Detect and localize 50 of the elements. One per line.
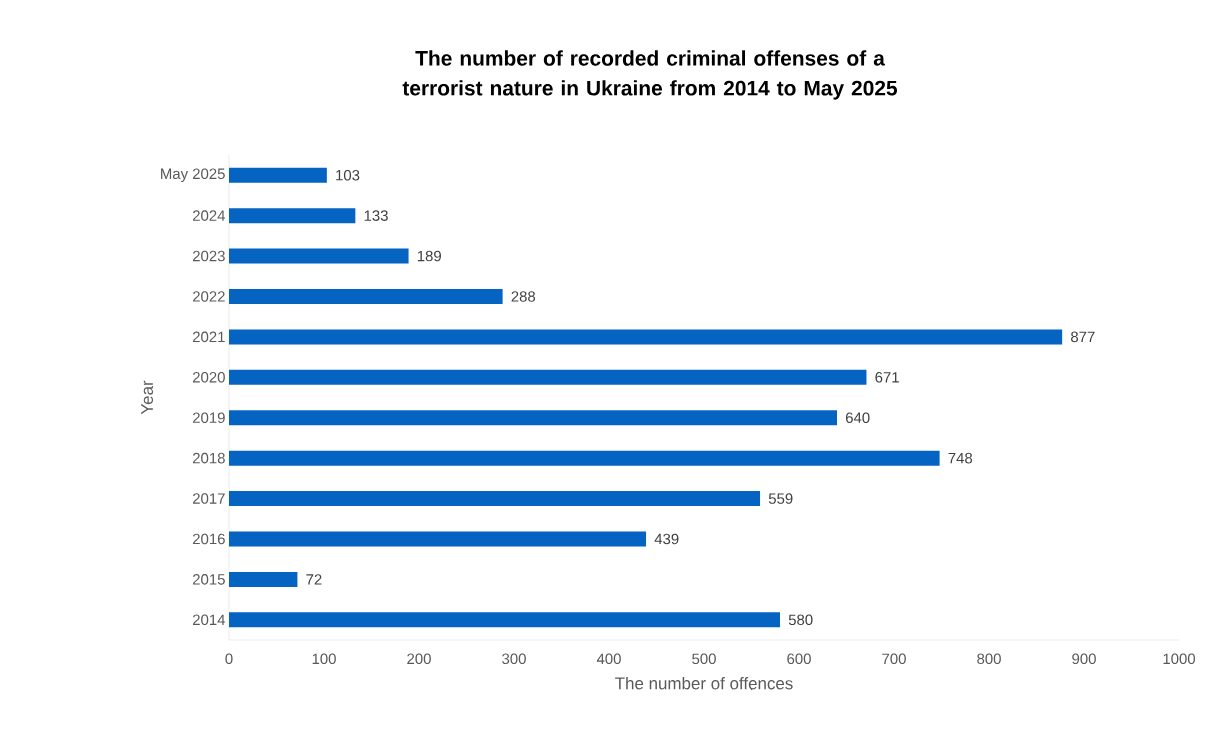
data-label: 671 (875, 372, 899, 383)
x-axis-title: The number of offences (615, 676, 793, 690)
data-label: 580 (788, 614, 813, 626)
x-tick-label: 300 (502, 653, 526, 665)
x-tick-label: 700 (882, 653, 906, 665)
bar (229, 208, 356, 224)
data-label: 133 (364, 210, 388, 221)
y-tick-label: 2021 (192, 331, 225, 343)
x-tick-label: 800 (977, 653, 1001, 665)
bar (229, 369, 867, 385)
x-tick-label: 500 (692, 653, 716, 665)
data-label: 72 (306, 574, 322, 585)
data-label: 103 (336, 169, 360, 181)
y-axis-title: Year (141, 380, 154, 415)
data-label: 640 (845, 412, 870, 423)
bar (229, 491, 761, 507)
data-label: 748 (948, 452, 973, 464)
x-tick-label: 400 (596, 653, 621, 665)
y-tick-label: 2019 (192, 412, 225, 423)
x-tick-label: 0 (225, 653, 233, 665)
data-label: 877 (1071, 331, 1095, 343)
bar (229, 571, 298, 587)
y-tick-label: 2014 (192, 614, 226, 626)
y-tick-label: 2024 (192, 210, 226, 221)
data-label: 189 (417, 250, 441, 262)
x-tick-label: 100 (312, 653, 336, 665)
chart-title: The number of recorded criminal offenses of a terrorist nature in Ukraine from 2014 to May 2025 (402, 50, 898, 100)
y-tick-label: 2016 (192, 533, 225, 545)
y-tick-label: May 2025 (161, 168, 225, 182)
y-tick-label: 2023 (192, 250, 225, 262)
bar (229, 531, 647, 547)
x-tick-label: 1000 (1163, 653, 1196, 665)
bar (229, 612, 781, 628)
x-tick-label: 900 (1072, 653, 1096, 665)
bar (229, 450, 940, 466)
y-tick-label: 2020 (192, 372, 225, 383)
y-tick-label: 2018 (192, 452, 225, 464)
bar (229, 329, 1063, 345)
y-tick-label: 2017 (192, 493, 225, 504)
bar (229, 167, 327, 183)
bar (229, 288, 503, 304)
x-tick-label: 200 (407, 653, 431, 665)
y-tick-label: 2015 (192, 574, 225, 585)
data-label: 439 (654, 533, 679, 545)
y-tick-label: 2022 (192, 291, 225, 302)
x-tick-label: 600 (787, 653, 811, 665)
bar (229, 410, 838, 426)
data-label: 288 (511, 291, 536, 302)
bar (229, 248, 409, 264)
data-label: 559 (768, 493, 793, 504)
